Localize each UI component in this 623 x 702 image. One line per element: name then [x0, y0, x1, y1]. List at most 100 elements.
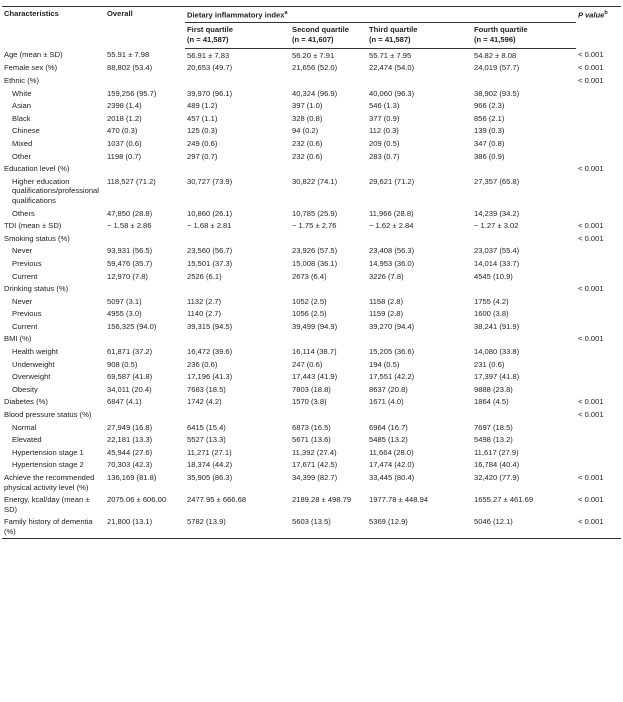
table-row: Achieve the recommended physical activit… — [2, 472, 621, 494]
table-cell: 232 (0.6) — [292, 138, 323, 148]
table-cell: Elevated — [12, 435, 42, 445]
table-cell: 35,905 (86.3) — [187, 473, 233, 482]
table-cell: Hypertension stage 2 — [12, 460, 84, 470]
table-cell: 194 (0.5) — [369, 359, 400, 369]
table-cell: 61,871 (37.2) — [107, 347, 153, 357]
table-cell: Current — [12, 321, 38, 331]
table-cell: − 1.62 ± 2.84 — [369, 221, 414, 231]
header-row: Characteristics Overall Dietary inflamma… — [2, 5, 622, 49]
table-cell — [367, 333, 472, 346]
quartile-name: Fourth quartile — [474, 25, 528, 35]
table-cell — [105, 283, 185, 296]
table-cell: 14,014 (33.7) — [474, 258, 520, 268]
table-row: Health weight 61,871 (37.2) 16,472 (39.6) 1… — [2, 346, 621, 359]
table-row: Current 12,970 (7.8) 2526 (6.1) 2673 (6.4) 3… — [2, 270, 621, 283]
table-cell: 470 (0.3) — [107, 126, 138, 136]
table-cell — [576, 459, 621, 472]
header-cell: First quartile (n = 41,587) — [185, 22, 290, 50]
table-cell — [105, 409, 185, 422]
table-cell — [472, 409, 576, 422]
table-cell: 397 (1.0) — [292, 101, 323, 111]
table-cell: < 0.001 — [578, 164, 604, 174]
table-cell: 249 (0.6) — [187, 138, 218, 148]
table-cell: 10,785 (25.9) — [292, 208, 338, 218]
table-cell: 136,169 (81.8) — [107, 473, 157, 482]
table-cell: Smoking status (%) — [4, 233, 70, 243]
table-cell: 1600 (3.8) — [474, 309, 509, 319]
table-cell — [576, 421, 621, 434]
table-cell: − 1.58 ± 2.86 — [107, 221, 152, 231]
table-cell: 1864 (4.5) — [474, 397, 509, 407]
table-cell — [576, 87, 621, 100]
table-cell — [185, 163, 290, 176]
quartile-n: (n = 41,587) — [369, 34, 411, 44]
table-cell: 21,656 (52.0) — [292, 63, 338, 73]
table-row: White 159,256 (95.7) 39,970 (96.1) 40,324 (… — [2, 87, 621, 100]
table-cell — [576, 358, 621, 371]
table-row: Energy, kcal/day (mean ± SD) 2075.06 ± 60… — [2, 494, 621, 516]
table-cell — [105, 75, 185, 88]
table-cell: 40,060 (96.3) — [369, 88, 415, 98]
table-cell — [290, 75, 367, 88]
table-cell: 17,196 (41.3) — [187, 372, 233, 382]
table-cell: 40,324 (96.9) — [292, 88, 338, 98]
table-cell: 7697 (18.5) — [474, 422, 513, 432]
table-row: Drinking status (%) < 0.001 — [2, 283, 621, 296]
table-row: Mixed 1037 (0.6) 249 (0.6) 232 (0.6) 209 (0.… — [2, 137, 621, 150]
table-row: Other 1198 (0.7) 297 (0.7) 232 (0.6) 283 (0.… — [2, 150, 621, 163]
table-cell: 23,037 (55.4) — [474, 246, 520, 256]
table-cell: 457 (1.1) — [187, 113, 218, 123]
table-cell: 11,664 (28.0) — [369, 447, 414, 457]
table-cell: Never — [12, 296, 33, 306]
table-cell — [576, 295, 621, 308]
table-cell: 5097 (3.1) — [107, 296, 142, 306]
table-cell: 17,474 (42.0) — [369, 460, 415, 470]
table-row: Asian 2398 (1.4) 489 (1.2) 397 (1.0) 546 (1.… — [2, 100, 621, 113]
table-cell — [576, 175, 621, 207]
table-cell: 386 (0.9) — [474, 151, 505, 161]
table-cell: 112 (0.3) — [369, 126, 399, 136]
table-cell — [576, 245, 621, 258]
table-cell: 27,949 (16.8) — [107, 422, 153, 432]
table-cell — [576, 125, 621, 138]
table-cell: Other — [12, 151, 31, 161]
table-cell — [472, 283, 576, 296]
table-cell: 23,926 (57.5) — [292, 246, 338, 256]
table-cell: < 0.001 — [578, 410, 604, 420]
table-cell: 1742 (4.2) — [187, 397, 222, 407]
table-cell: 5603 (13.5) — [290, 515, 367, 540]
table-cell: 39,270 (94.4) — [369, 321, 415, 331]
table-cell: Education level (%) — [4, 164, 70, 174]
table-cell: Diabetes (%) — [4, 397, 48, 407]
table-cell — [576, 308, 621, 321]
table-cell: < 0.001 — [578, 233, 604, 243]
table-cell — [576, 270, 621, 283]
table-cell: Blood pressure status (%) — [4, 410, 92, 420]
table-cell: 1159 (2.8) — [369, 309, 404, 319]
table-cell: 236 (0.6) — [187, 359, 218, 369]
table-cell: 3226 (7.8) — [369, 271, 404, 281]
table-cell — [472, 163, 576, 176]
table-cell: 209 (0.5) — [369, 138, 400, 148]
table-cell: 2477.95 ± 666.68 — [187, 495, 247, 505]
table-cell — [576, 371, 621, 384]
table-cell: 93,931 (56.5) — [107, 246, 153, 256]
table-cell — [367, 283, 472, 296]
table-cell: 5485 (13.2) — [369, 435, 408, 445]
table-cell — [290, 232, 367, 245]
table-row: Chinese 470 (0.3) 125 (0.3) 94 (0.2) 112 (0.… — [2, 125, 621, 138]
table-cell: < 0.001 — [578, 495, 604, 505]
table-cell: Family history of dementia (%) — [2, 515, 105, 540]
table-cell: < 0.001 — [578, 63, 604, 73]
table-cell — [290, 409, 367, 422]
table-cell: 1056 (2.5) — [292, 309, 327, 319]
table-cell — [576, 320, 621, 333]
footnote-mark: a — [284, 10, 288, 16]
table-row: Smoking status (%) < 0.001 — [2, 232, 621, 245]
table-cell: 2075.06 ± 606.00 — [107, 495, 167, 505]
table-cell: < 0.001 — [578, 76, 604, 85]
table-cell: 1570 (3.8) — [292, 397, 327, 407]
header-cell: Characteristics — [2, 5, 105, 49]
table-cell — [105, 232, 185, 245]
table-row: Elevated 22,181 (13.3) 5527 (13.3) 5671 (13… — [2, 434, 621, 447]
